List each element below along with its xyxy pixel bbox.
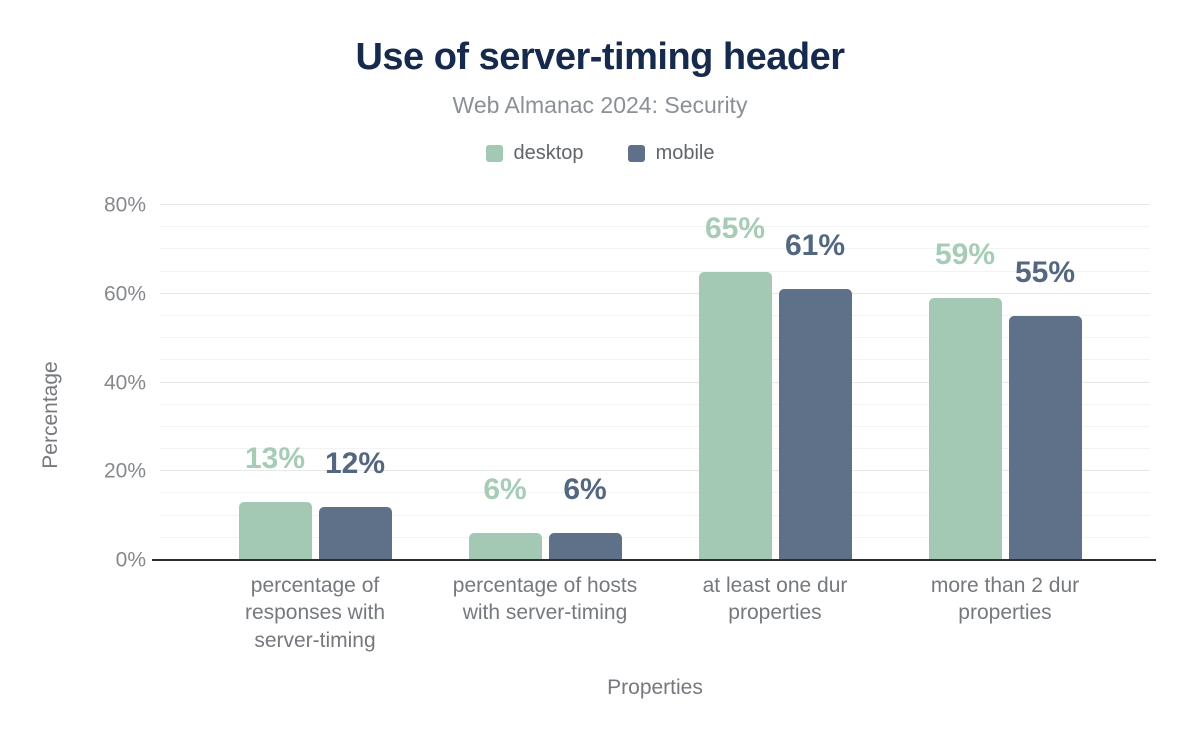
x-category-label: at least one dur properties: [702, 574, 848, 625]
bar-mobile[interactable]: 6%: [548, 475, 622, 560]
x-axis-category-labels: percentage of responses with server-timi…: [160, 572, 1150, 654]
gridline-minor: [160, 226, 1150, 228]
bar-value-label: 12%: [324, 446, 386, 480]
bar-desktop[interactable]: 13%: [238, 444, 312, 560]
bar-desktop[interactable]: 6%: [468, 475, 542, 560]
bar-value-label: 65%: [704, 211, 766, 245]
y-tick-label: 0%: [115, 548, 146, 572]
y-tick-label: 80%: [103, 193, 146, 217]
bar-value-label: 61%: [784, 229, 846, 263]
gridline-major: [160, 470, 1150, 472]
y-tick-label: 60%: [103, 282, 146, 306]
gridline-minor: [160, 314, 1150, 316]
bar-value-label: 6%: [563, 473, 607, 507]
y-tick-label: 20%: [103, 459, 146, 483]
bar-mobile[interactable]: 61%: [778, 231, 852, 560]
bar-desktop[interactable]: 65%: [698, 213, 772, 560]
gridline-minor: [160, 425, 1150, 427]
chart-title: Use of server-timing header: [355, 36, 845, 78]
bar-mobile[interactable]: 12%: [318, 448, 392, 560]
legend-swatch-desktop: [485, 145, 503, 162]
x-axis-title: Properties: [607, 676, 703, 699]
gridline-minor: [160, 403, 1150, 405]
y-tick-label: 40%: [103, 371, 146, 394]
bar-groups: 13% 12% 6% 6% 65% 61% 59% 55%: [160, 205, 1150, 560]
gridline-minor: [160, 492, 1150, 494]
bar-group: 6% 6%: [430, 205, 660, 560]
legend-label: desktop: [513, 142, 584, 164]
legend-swatch-mobile: [627, 145, 645, 162]
x-category-label: percentage of responses with server-timi…: [244, 574, 386, 652]
legend-item-mobile[interactable]: mobile: [627, 142, 715, 165]
legend: desktop mobile: [0, 142, 1200, 165]
bar-group: 65% 61%: [660, 205, 890, 560]
bar-mobile[interactable]: 55%: [1008, 257, 1082, 560]
x-category-label: more than 2 dur properties: [930, 574, 1080, 625]
gridline-minor: [160, 270, 1150, 272]
gridline-major: [160, 292, 1150, 294]
x-category-label: percentage of hosts with server-timing: [452, 574, 638, 625]
bar-value-label: 13%: [244, 442, 306, 476]
bar-group: 13% 12%: [200, 205, 430, 560]
legend-label: mobile: [655, 142, 715, 164]
gridline-minor: [160, 337, 1150, 339]
chart-subtitle: Web Almanac 2024: Security: [452, 92, 748, 118]
gridline-major: [160, 204, 1150, 205]
gridline-minor: [160, 248, 1150, 250]
legend-item-desktop[interactable]: desktop: [485, 142, 584, 165]
x-axis-baseline: [152, 559, 1156, 561]
gridline-major: [160, 381, 1150, 383]
bar-group: 59% 55%: [890, 205, 1120, 560]
gridline-minor: [160, 536, 1150, 538]
bar-value-label: 55%: [1014, 255, 1076, 289]
plot-area: 13% 12% 6% 6% 65% 61% 59% 55%: [152, 204, 1156, 561]
gridline-minor: [160, 514, 1150, 516]
bar-value-label: 6%: [483, 473, 527, 507]
gridline-minor: [160, 359, 1150, 361]
y-axis-ticks: 0% 20% 40% 60% 80%: [0, 195, 146, 571]
gridline-minor: [160, 448, 1150, 450]
bar-value-label: 59%: [934, 238, 996, 272]
bar-desktop[interactable]: 59%: [928, 240, 1002, 560]
